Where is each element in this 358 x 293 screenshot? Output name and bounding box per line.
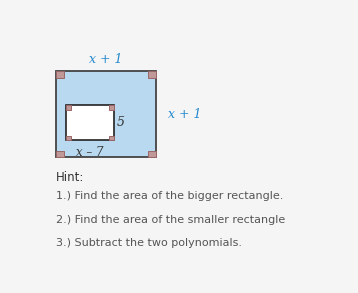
Bar <box>66 136 71 140</box>
Bar <box>148 71 156 78</box>
Text: x + 1: x + 1 <box>89 53 122 66</box>
Bar <box>56 71 64 78</box>
Bar <box>66 105 71 110</box>
Text: 5: 5 <box>116 116 124 129</box>
Bar <box>108 136 114 140</box>
Bar <box>66 105 114 140</box>
Text: 2.) Find the area of the smaller rectangle: 2.) Find the area of the smaller rectang… <box>56 214 285 224</box>
Bar <box>148 151 156 157</box>
Text: 1.) Find the area of the bigger rectangle.: 1.) Find the area of the bigger rectangl… <box>56 191 283 201</box>
Bar <box>108 105 114 110</box>
Text: Hint:: Hint: <box>56 171 84 183</box>
Text: x – 7: x – 7 <box>76 146 103 159</box>
Text: 3.) Subtract the two polynomials.: 3.) Subtract the two polynomials. <box>56 238 242 248</box>
Bar <box>56 151 64 157</box>
Text: x + 1: x + 1 <box>168 108 202 121</box>
Bar <box>56 71 156 157</box>
